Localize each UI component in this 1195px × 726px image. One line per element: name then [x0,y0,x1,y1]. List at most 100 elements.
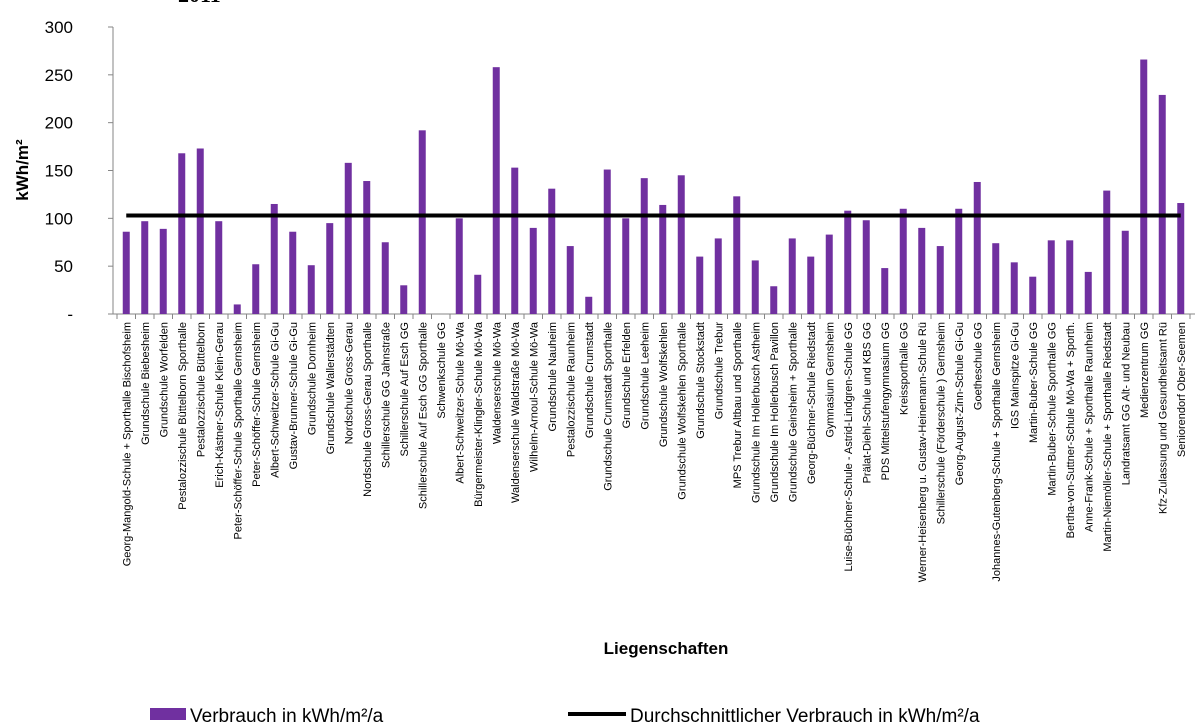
bar [381,242,389,314]
y-tick-label: 300 [45,18,73,37]
bar [677,175,685,314]
bar [603,169,611,314]
bar [1103,190,1111,314]
bar [344,162,352,314]
bar [363,181,371,314]
bar [529,227,537,314]
x-tick-label: Kreissporthalle GG [898,322,910,415]
x-tick-label: Pestalozzischule Büttelborn Sporthalle [177,322,189,510]
x-tick-label: Waldenserschule Waldstraße Mö-Wa [510,321,522,503]
bar [899,208,907,314]
bar [511,167,519,314]
legend-label: Verbrauch in kWh/m²/a [190,706,384,726]
bar [215,221,223,314]
x-tick-label: Schillerschule Auf Esch GG [399,322,411,457]
bar [1158,94,1166,314]
bar [326,223,334,314]
x-tick-label: Grundschule Im Hollerbusch Pavillon [769,322,781,502]
x-tick-label: Anne-Frank-Schule + Sporthalle Raunheim [1083,322,1095,532]
x-tick-label: Grundschule Erfelden [621,322,633,428]
bar [973,181,981,314]
bar [714,238,722,314]
x-tick-label: Grundschule Nauheim [547,322,559,431]
x-tick-label: Grundschule Biebesheim [140,322,152,445]
x-tick-label: Wilhelm-Arnoul-Schule Mö-Wa [528,321,540,472]
x-tick-label: Schillerschule (Förderschule ) Gernsheim [935,322,947,524]
x-tick-label: Grundschule Im Hollerbusch Astheim [750,322,762,503]
x-tick-label: Grundschule Wolfskehlen Sporthalle [676,322,688,500]
bar [881,268,889,314]
chart-title: 2011 [178,0,221,7]
bar [233,304,241,314]
bar [178,153,186,314]
x-tick-label: Grundschule Trebur [713,322,725,420]
x-tick-label: Kfz-Zulassung und Gesundheitsamt Rü [1157,322,1169,514]
x-tick-label: Grundschule Crumstadt [584,322,596,438]
x-tick-label: Schwenkschule GG [436,322,448,419]
x-tick-label: Grundschule Crumstadt Sporthalle [602,322,614,491]
x-axis-label: Liegenschaften [604,639,729,658]
x-tick-label: Grundschule Wolfskehlen [658,322,670,447]
bar [585,296,593,314]
x-tick-label: Albert-Schweitzer-Schule Gi-Gu [269,322,281,478]
x-tick-label: Luise-Büchner-Schule - Astrid-Lindgren-S… [843,322,855,571]
bar [122,231,130,314]
x-tick-label: Georg-August-Zinn-Schule Gi-Gu [954,322,966,485]
x-tick-label: Schillerschule GG Jahnstraße [380,322,392,468]
x-tick-label: PDS Mittelstufengymnasium GG [880,322,892,480]
x-tick-label: IGS Mainspitze Gi-Gu [1009,322,1021,429]
bar [492,67,500,315]
x-tick-label: Bürgermeister-Klingler-Schule Mö-Wa [473,321,485,507]
bar [659,204,667,314]
x-tick-label: Johannes-Gutenberg-Schule + Sporthalle G… [991,322,1003,582]
y-tick-label: 200 [45,114,73,133]
x-tick-label: Bertha-von-Suttner-Schule Mö-Wa + Sporth… [1065,322,1077,538]
x-tick-label: Martin-Niemöller-Schule + Sporthalle Rie… [1102,322,1114,552]
bar [252,264,260,314]
x-tick-label: Grundschule Dornheim [306,322,318,435]
x-tick-label: Prälat-Diehl-Schule und KBS GG [861,322,873,483]
y-tick-label: 250 [45,66,73,85]
bar [733,196,741,314]
bar [1066,240,1074,314]
x-tick-label: Schillerschule Auf Esch GG Sporthalle [417,322,429,509]
bar [844,210,852,314]
x-tick-label: MPS Trebur Altbau und Sporthalle [732,322,744,488]
bar [289,231,297,314]
bar [474,274,482,314]
x-tick-label: Nordschule Gross-Gerau Sporthalle [362,322,374,497]
bar [548,188,556,314]
bar [696,256,704,314]
x-tick-label: Albert-Schweitzer-Schule Mö-Wa [454,321,466,483]
x-tick-label: Gymnasium Gernsheim [824,322,836,438]
bar [196,148,204,314]
bar [1029,276,1037,314]
x-tick-label: Erich-Kästner-Schule Klein-Gerau [214,322,226,488]
x-tick-label: Grundschule Wallerstädten [325,322,337,454]
bar [770,286,778,314]
bar [1177,203,1185,314]
bar [400,285,408,314]
bar [622,218,630,314]
bar [788,238,796,314]
bar [141,221,149,314]
x-tick-label: Nordschule Gross-Gerau [343,322,355,444]
x-tick-label: Waldenserschule Mö-Wa [491,321,503,444]
y-tick-label: 150 [45,162,73,181]
bar [751,260,759,314]
x-tick-label: Pestalozzischule Büttelborn [195,322,207,457]
y-tick-label: 50 [54,257,73,276]
bar [992,243,1000,314]
x-tick-label: Georg-Mangold-Schule + Sporthalle Bischo… [121,322,133,566]
x-tick-label: Peter-Schöffer-Schule Sporthalle Gernshe… [232,322,244,539]
x-tick-label: Peter-Schöffer-Schule Gernsheim [251,322,263,487]
x-tick-label: Grundschule Geinsheim + Sporthalle [787,322,799,502]
y-tick-label: - [67,305,73,324]
y-axis-label: kWh/m² [13,139,32,201]
bar [1084,271,1092,314]
x-tick-label: Landratsamt GG Alt- und Neubau [1120,322,1132,485]
bar [807,256,815,314]
bar [1047,240,1055,314]
x-tick-label: Martin-Buber-Schule GG [1028,322,1040,443]
